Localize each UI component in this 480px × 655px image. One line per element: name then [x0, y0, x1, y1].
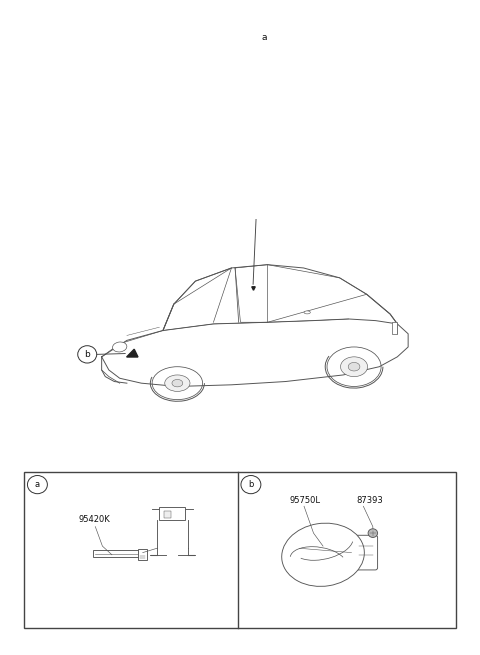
Text: a: a — [261, 33, 267, 42]
Circle shape — [241, 476, 261, 494]
Ellipse shape — [327, 347, 381, 386]
Text: 95420K: 95420K — [79, 515, 110, 524]
Bar — [24, 472, 456, 628]
Ellipse shape — [172, 379, 183, 387]
Text: b: b — [84, 350, 90, 359]
Text: b: b — [248, 480, 253, 489]
Circle shape — [368, 529, 378, 538]
Circle shape — [78, 346, 96, 363]
Polygon shape — [127, 349, 138, 357]
Ellipse shape — [304, 311, 311, 314]
Ellipse shape — [348, 362, 360, 371]
Bar — [164, 512, 171, 518]
Ellipse shape — [112, 342, 127, 352]
Text: a: a — [35, 480, 40, 489]
FancyBboxPatch shape — [354, 535, 378, 570]
Ellipse shape — [340, 357, 368, 377]
Ellipse shape — [282, 523, 364, 586]
Ellipse shape — [165, 375, 190, 392]
Bar — [93, 550, 140, 557]
Circle shape — [254, 29, 274, 46]
Bar — [138, 549, 146, 561]
Text: 87393: 87393 — [356, 496, 383, 505]
Circle shape — [27, 476, 48, 494]
Bar — [392, 322, 397, 334]
Ellipse shape — [152, 367, 203, 400]
Bar — [159, 507, 185, 520]
Text: 95750L: 95750L — [290, 496, 321, 505]
